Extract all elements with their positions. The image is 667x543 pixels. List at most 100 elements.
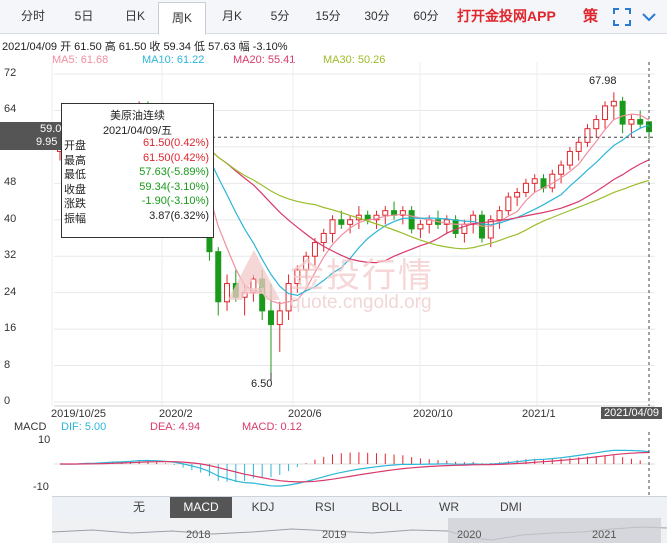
y-tick: 24 <box>4 285 17 298</box>
candle-body <box>329 219 336 234</box>
fullscreen-icon[interactable] <box>613 8 631 26</box>
tooltip-row-change: 涨跌 -1.90(-3.10%) <box>62 195 213 210</box>
indicator-tab-boll[interactable]: BOLL <box>371 500 403 514</box>
candle-body <box>311 242 318 257</box>
watermark-title: 金投行情 <box>290 257 434 295</box>
tooltip-date: 2021/04/09/五 <box>102 125 173 137</box>
tooltip-row-close: 收盘 59.34(-3.10%) <box>62 181 213 196</box>
tab-5-min[interactable]: 5分 <box>270 9 290 23</box>
tab-5-day[interactable]: 5日 <box>74 9 94 23</box>
dif-line <box>59 449 650 487</box>
high-marker-label: 67.98 <box>589 75 617 87</box>
candle-body <box>505 196 512 212</box>
cursor-sub-value: 9.95 <box>36 136 58 148</box>
x-tick: 2021/1 <box>522 408 556 420</box>
indicator-tab-wr[interactable]: WR <box>439 500 459 514</box>
tooltip-row-open: 开盘 61.50(0.42%) <box>62 137 213 152</box>
y-tick: 0 <box>4 395 11 407</box>
watermark-url: quote.cngold.org <box>290 292 432 313</box>
macd-y-tick: -10 <box>33 481 49 493</box>
period-tab-bar: 分时 5日 日K 周K 月K 5分 15分 30分 60分 打开金投网APP 策 <box>0 0 667 35</box>
indicator-tab-dmi[interactable]: DMI <box>500 500 522 514</box>
open-app-link[interactable]: 打开金投网APP <box>457 8 556 24</box>
candle-body <box>566 150 573 166</box>
tooltip-title: 美原油连续 <box>110 110 165 122</box>
ma10-label: MA10: 61.22 <box>142 54 205 66</box>
tooltip-value: 61.50(0.42%) <box>142 137 209 149</box>
nav-year-label: 2021 <box>592 529 617 541</box>
macd-y-tick: 10 <box>38 434 51 446</box>
navigator-selection[interactable] <box>448 518 661 543</box>
candle-body <box>646 121 652 133</box>
tab-daily-k[interactable]: 日K <box>124 9 145 23</box>
policy-button[interactable]: 策 <box>583 8 599 25</box>
candle-body <box>487 219 494 239</box>
tooltip-row-amplitude: 振幅 3.87(6.32%) <box>62 210 213 225</box>
x-tick: 2019/10/25 <box>51 408 107 420</box>
tooltip-key: 最高 <box>64 154 86 167</box>
candle-body <box>224 283 231 303</box>
candle-body <box>399 210 406 216</box>
indicator-tab-bar: 无 MACD KDJ RSI BOLL WR DMI <box>52 496 667 518</box>
tooltip-value: 61.50(0.42%) <box>142 151 209 164</box>
tooltip-row-high: 最高 61.50(0.42%) <box>62 152 213 167</box>
cursor-price-box: 59.0 9.95 <box>0 122 62 150</box>
tooltip-key: 最低 <box>64 169 86 181</box>
tab-monthly-k[interactable]: 月K <box>221 9 242 23</box>
cursor-price: 59.0 <box>40 123 62 135</box>
candle-body <box>347 219 354 225</box>
watermark-logo-icon <box>228 250 280 300</box>
ma20-label: MA20: 55.41 <box>233 54 296 66</box>
indicator-tab-rsi[interactable]: RSI <box>314 500 335 514</box>
y-tick: 8 <box>4 358 11 371</box>
candle-body <box>303 255 310 271</box>
indicator-tab-kdj[interactable]: KDJ <box>251 500 275 514</box>
tab-15-min[interactable]: 15分 <box>315 9 341 23</box>
candle-body <box>584 128 591 143</box>
tab-intraday[interactable]: 分时 <box>20 9 45 23</box>
candle-body <box>452 219 459 234</box>
macd-dif-label: DIF: 5.00 <box>61 421 107 433</box>
chevron-down-icon[interactable] <box>640 8 658 26</box>
candle-body <box>294 269 301 285</box>
candle-body <box>285 283 292 312</box>
candle-body <box>443 219 450 225</box>
nav-year-label: 2019 <box>322 529 347 541</box>
tooltip-key: 振幅 <box>64 212 86 225</box>
tab-weekly-k[interactable]: 周K <box>158 2 206 35</box>
ma5-label: MA5: 61.68 <box>52 54 109 66</box>
candle-body <box>267 310 274 326</box>
candle-body <box>382 210 389 216</box>
candle-body <box>408 210 415 230</box>
tooltip-key: 收盘 <box>64 183 86 196</box>
candle-body <box>619 100 626 125</box>
candle-body <box>637 119 644 125</box>
tooltip-value: -1.90(-3.10%) <box>141 195 209 207</box>
macd-chart[interactable] <box>0 432 667 496</box>
tab-60-min[interactable]: 60分 <box>413 9 439 23</box>
y-tick: 64 <box>4 103 17 116</box>
candle-body <box>602 105 609 121</box>
candle-body <box>522 182 529 193</box>
indicator-tab-macd[interactable]: MACD <box>170 497 232 518</box>
ma30-label: MA30: 50.26 <box>323 54 386 66</box>
candle-body <box>417 223 424 230</box>
candle-body <box>496 210 503 221</box>
indicator-tab-none[interactable]: 无 <box>132 500 145 514</box>
candle-body <box>320 232 327 244</box>
tooltip-value: 3.87(6.32%) <box>149 209 209 222</box>
tooltip-row-low: 最低 57.63(-5.89%) <box>62 166 213 181</box>
tooltip-key: 涨跌 <box>64 198 86 210</box>
y-tick: 32 <box>4 249 17 262</box>
candle-body <box>610 100 617 107</box>
candle-body <box>276 310 283 326</box>
time-navigator[interactable] <box>52 518 667 543</box>
y-tick: 48 <box>4 176 17 189</box>
tab-30-min[interactable]: 30分 <box>364 9 390 23</box>
x-tick: 2020/10 <box>413 408 453 420</box>
candle-body <box>549 173 556 189</box>
candle-body <box>215 251 222 303</box>
candle-body <box>575 141 582 152</box>
x-tick: 2020/6 <box>288 408 322 420</box>
candle-body <box>593 119 600 130</box>
